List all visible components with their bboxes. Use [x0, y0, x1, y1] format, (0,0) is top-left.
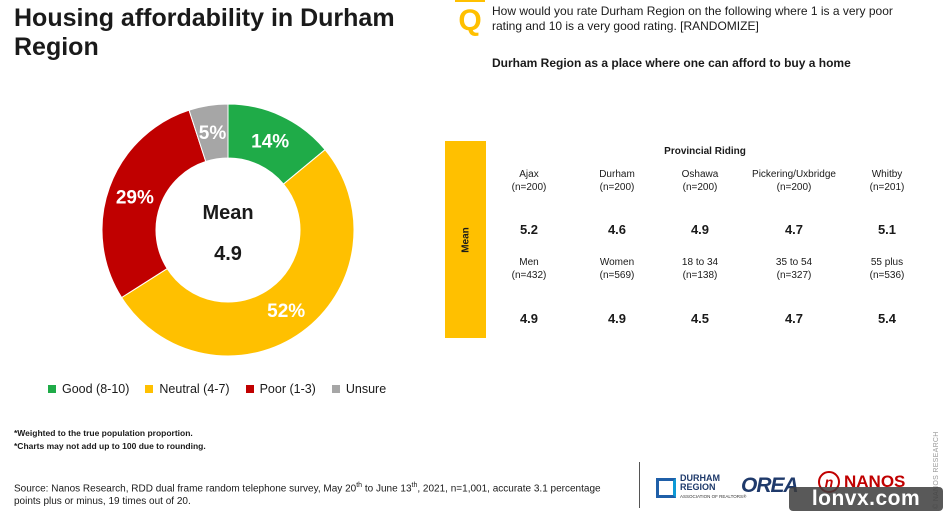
table-column-header: 55 plus (n=536)	[837, 256, 937, 282]
group-sample-size: (n=200)	[682, 182, 718, 193]
chart-legend: Good (8-10) Neutral (4-7) Poor (1-3) Unsure	[48, 382, 386, 396]
page-title: Housing affordability in Durham Region	[14, 4, 395, 61]
legend-swatch	[245, 385, 254, 393]
question-mark-icon: Q	[458, 4, 482, 37]
group-label: Pickering/Uxbridge	[752, 169, 836, 180]
mean-value: 4.9	[519, 311, 539, 326]
mean-value: 4.9	[607, 311, 627, 326]
source-text: , 2021, n=1,001, accurate 3.1 percentage…	[14, 483, 601, 508]
durham-logo-icon	[656, 477, 676, 498]
durham-logo-sub: ASSOCIATION OF REALTORS®	[680, 494, 747, 499]
legend-label: Neutral (4-7)	[159, 382, 230, 396]
group-sample-size: (n=432)	[511, 270, 547, 281]
mean-bar-label: Mean	[460, 226, 471, 253]
table-column-header: 35 to 54 (n=327)	[744, 256, 844, 282]
donut-center-label: Mean	[202, 202, 253, 224]
donut-slice	[188, 103, 229, 163]
donut-slice-label: 52%	[267, 301, 305, 322]
mean-value: 5.2	[519, 222, 539, 237]
legend-label: Good (8-10)	[62, 382, 130, 396]
donut-slice	[101, 109, 207, 299]
donut-chart: 14% 52% 29% 5% Mean 4.9	[101, 103, 355, 357]
group-sample-size: (n=569)	[599, 270, 635, 281]
mean-value: 5.1	[877, 222, 897, 237]
footnotes: *Weighted to the true population proport…	[14, 427, 206, 453]
mean-value: 5.4	[877, 311, 897, 326]
source-note: Source: Nanos Research, RDD dual frame r…	[14, 479, 604, 508]
table-column-header: Oshawa (n=200)	[650, 168, 750, 194]
group-label: 35 to 54	[775, 257, 813, 268]
source-text: Source: Nanos Research, RDD dual frame r…	[14, 483, 357, 495]
table-column-header: Men (n=432)	[479, 256, 579, 282]
legend-label: Unsure	[345, 382, 387, 396]
durham-logo-line2: REGION	[680, 482, 716, 492]
mean-value: 4.7	[784, 311, 804, 326]
footnote: *Charts may not add up to 100 due to rou…	[14, 441, 206, 451]
orea-logo: OREA	[741, 474, 799, 497]
table-column-header: 18 to 34 (n=138)	[650, 256, 750, 282]
donut-slice-label: 14%	[251, 131, 289, 152]
group-label: Durham	[599, 169, 635, 180]
table-column-header: Women (n=569)	[567, 256, 667, 282]
source-sup: th	[411, 482, 418, 489]
group-sample-size: (n=327)	[776, 270, 812, 281]
group-label: Women	[599, 257, 635, 268]
question-accent-line	[455, 0, 485, 2]
group-label: Whitby	[871, 169, 903, 180]
donut-slice-label: 5%	[199, 123, 227, 144]
table-column-header: Pickering/Uxbridge (n=200)	[744, 168, 844, 194]
mean-value: 4.5	[690, 311, 710, 326]
donut-center-value: 4.9	[214, 243, 242, 265]
legend-item: Neutral (4-7)	[145, 382, 230, 396]
durham-logo-line1: DURHAM	[680, 473, 720, 483]
group-sample-size: (n=200)	[776, 182, 812, 193]
watermark: lonvx.com	[789, 487, 943, 511]
sub-question: Durham Region as a place where one can a…	[492, 56, 851, 70]
mean-bar: Mean	[445, 141, 486, 338]
mean-value: 4.6	[607, 222, 627, 237]
legend-item: Poor (1-3)	[245, 382, 316, 396]
nanos-logo-text: NANOS	[844, 472, 906, 491]
question-text: How would you rate Durham Region on the …	[492, 4, 893, 33]
group-label: Men	[519, 257, 539, 268]
group-sample-size: (n=201)	[869, 182, 905, 193]
group-sample-size: (n=138)	[682, 270, 718, 281]
donut-slice	[120, 148, 355, 357]
group-label: Oshawa	[681, 169, 719, 180]
provincial-riding-header: Provincial Riding	[664, 146, 746, 157]
legend-item: Good (8-10)	[48, 382, 129, 396]
legend-swatch	[48, 385, 56, 393]
mean-value: 4.9	[690, 222, 710, 237]
group-sample-size: (n=200)	[511, 182, 547, 193]
footer-divider	[639, 462, 640, 508]
source-sup: th	[356, 482, 363, 489]
group-label: 18 to 34	[681, 257, 719, 268]
group-sample-size: (n=536)	[869, 270, 905, 281]
footnote: *Weighted to the true population proport…	[14, 428, 193, 438]
mean-value: 4.7	[784, 222, 804, 237]
legend-label: Poor (1-3)	[259, 382, 316, 396]
table-column-header: Whitby (n=201)	[837, 168, 937, 194]
group-sample-size: (n=200)	[599, 182, 635, 193]
table-column-header: Durham (n=200)	[567, 168, 667, 194]
durham-region-logo: DURHAM REGION ASSOCIATION OF REALTORS®	[656, 474, 746, 501]
group-label: Ajax	[519, 169, 539, 180]
legend-swatch	[145, 385, 154, 393]
legend-swatch	[331, 385, 340, 393]
legend-item: Unsure	[331, 382, 387, 396]
donut-slice-label: 29%	[116, 187, 154, 208]
source-text: to June 13	[362, 483, 412, 495]
table-column-header: Ajax (n=200)	[479, 168, 579, 194]
group-label: 55 plus	[870, 257, 904, 268]
